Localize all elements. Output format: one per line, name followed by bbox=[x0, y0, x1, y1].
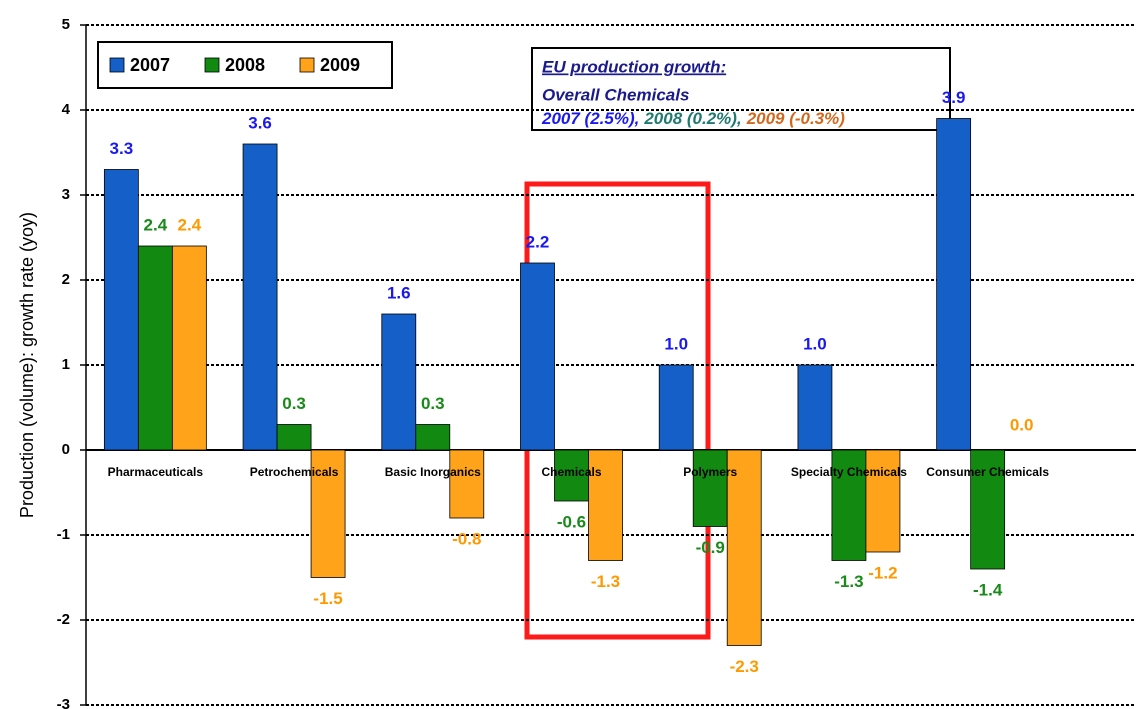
legend-swatch bbox=[299, 57, 315, 73]
bar bbox=[276, 424, 312, 451]
value-label: -2.3 bbox=[730, 657, 759, 676]
value-label: 3.9 bbox=[942, 88, 966, 107]
y-tick-label: -2 bbox=[57, 611, 70, 628]
legend-swatch bbox=[109, 57, 125, 73]
legend-label: 2009 bbox=[320, 55, 360, 75]
value-label: 1.6 bbox=[387, 283, 411, 302]
annotation-item: 2007 (2.5%), bbox=[541, 109, 639, 128]
bar bbox=[831, 449, 867, 561]
bar bbox=[171, 245, 207, 451]
value-label: 0.0 bbox=[1010, 415, 1034, 434]
y-tick-label: 3 bbox=[62, 186, 70, 203]
bar bbox=[970, 449, 1006, 570]
x-tick-label: Polymers bbox=[683, 465, 737, 479]
value-label: 0.3 bbox=[421, 394, 445, 413]
bar bbox=[415, 424, 451, 451]
value-label: -0.8 bbox=[452, 529, 481, 548]
legend-swatch bbox=[204, 57, 220, 73]
bar bbox=[726, 449, 762, 646]
bar bbox=[381, 313, 417, 451]
x-tick-label: Basic Inorganics bbox=[385, 465, 481, 479]
y-axis-label: Production (volume): growth rate (yoy) bbox=[17, 212, 37, 518]
x-tick-label: Chemicals bbox=[541, 465, 601, 479]
bar bbox=[310, 449, 346, 578]
x-tick-label: Pharmaceuticals bbox=[108, 465, 204, 479]
legend-box bbox=[97, 41, 393, 89]
x-tick-label: Petrochemicals bbox=[250, 465, 339, 479]
bar bbox=[658, 364, 694, 451]
y-tick-label: -1 bbox=[57, 526, 70, 543]
value-label: 3.3 bbox=[110, 139, 134, 158]
y-tick-label: 0 bbox=[62, 441, 70, 458]
value-label: -1.4 bbox=[973, 580, 1003, 599]
bar bbox=[137, 245, 173, 451]
value-label: 3.6 bbox=[248, 113, 272, 132]
y-tick-label: 5 bbox=[62, 16, 70, 33]
annotation-box bbox=[531, 47, 951, 131]
bar bbox=[936, 118, 972, 451]
value-label: -1.2 bbox=[868, 563, 897, 582]
annotation-item: 2009 (-0.3%) bbox=[746, 109, 846, 128]
value-label: -0.9 bbox=[696, 538, 725, 557]
bar bbox=[449, 449, 485, 519]
y-tick-label: -3 bbox=[57, 696, 70, 709]
legend-label: 2008 bbox=[225, 55, 265, 75]
annotation-item: 2008 (0.2%), bbox=[643, 109, 741, 128]
y-tick-label: 1 bbox=[62, 356, 70, 373]
value-label: 1.0 bbox=[803, 334, 827, 353]
y-tick-label: 4 bbox=[62, 101, 71, 118]
annotation-subtitle: Overall Chemicals bbox=[542, 85, 689, 104]
annotation-title: EU production growth: bbox=[542, 57, 726, 76]
value-label: 2.2 bbox=[526, 232, 550, 251]
bar bbox=[103, 169, 139, 451]
bar bbox=[242, 143, 278, 451]
value-label: -1.3 bbox=[834, 572, 863, 591]
x-tick-label: Consumer Chemicals bbox=[926, 465, 1049, 479]
annotation: EU production growth: Overall Chemicals … bbox=[531, 47, 951, 131]
bar bbox=[692, 449, 728, 527]
value-label: 2.4 bbox=[178, 215, 202, 234]
value-label: 1.0 bbox=[664, 334, 688, 353]
legend-label: 2007 bbox=[130, 55, 170, 75]
value-label: -1.3 bbox=[591, 572, 620, 591]
y-tick-label: 2 bbox=[62, 271, 70, 288]
value-label: 2.4 bbox=[144, 215, 168, 234]
bar bbox=[797, 364, 833, 451]
value-label: -1.5 bbox=[313, 589, 342, 608]
bar bbox=[865, 449, 901, 553]
bar bbox=[588, 449, 623, 561]
annotation-line: 2007 (2.5%), 2008 (0.2%), 2009 (-0.3%) bbox=[541, 109, 845, 128]
value-label: 0.3 bbox=[282, 394, 306, 413]
bar bbox=[520, 262, 555, 451]
x-tick-label: Specialty Chemicals bbox=[791, 465, 907, 479]
value-label: -0.6 bbox=[557, 512, 586, 531]
